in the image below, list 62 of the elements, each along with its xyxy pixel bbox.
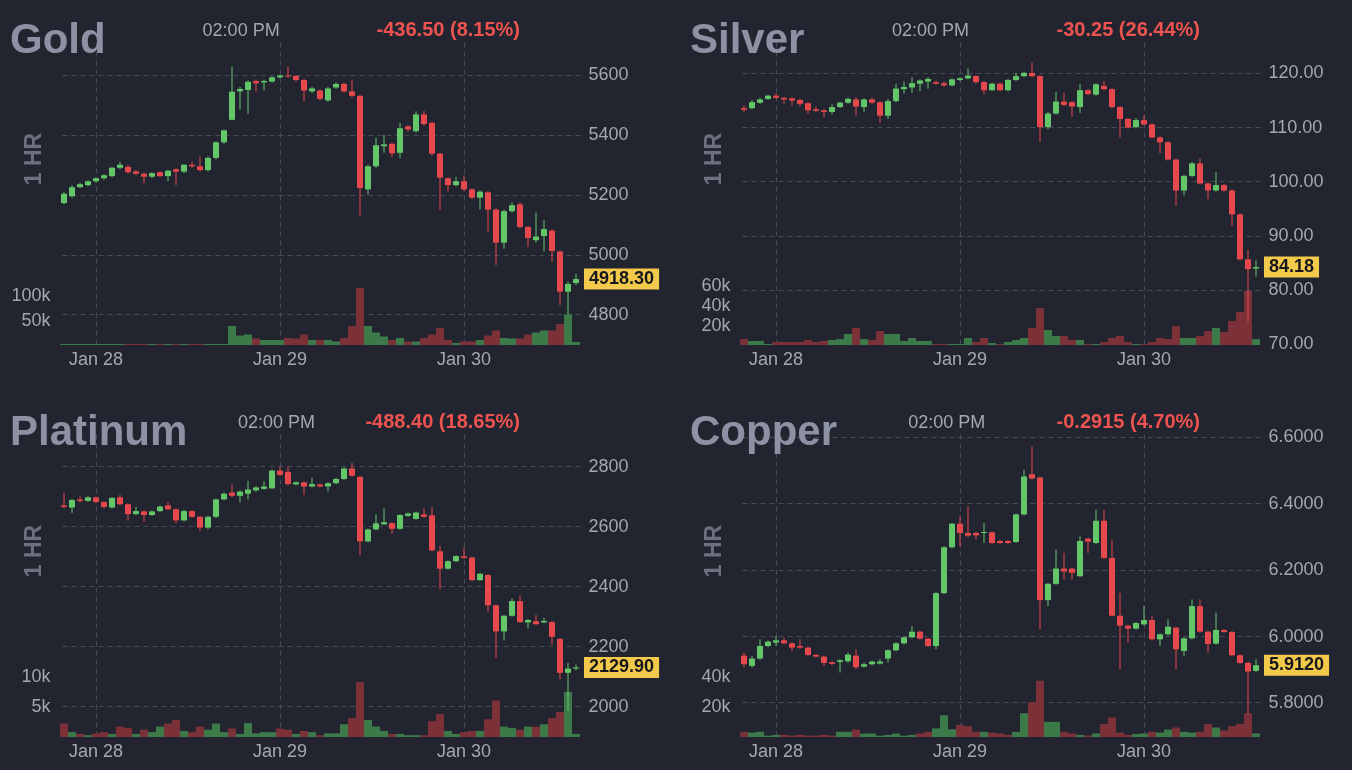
y-tick-label: 70.00 — [1268, 333, 1314, 354]
text: 1 HR — [20, 132, 46, 186]
y-tick-label: 6.2000 — [1268, 559, 1324, 580]
y-tick-label: 2200 — [588, 635, 629, 656]
y-tick-label: 5400 — [588, 124, 629, 145]
y2-tick-label: 20k — [701, 696, 732, 717]
y-tick-label: 90.00 — [1268, 225, 1314, 246]
y-tick-label: 5.8000 — [1268, 691, 1324, 712]
x-tick-label: Jan 28 — [68, 348, 124, 369]
x-tick-label: Jan 30 — [436, 740, 492, 761]
y2-tick-label: 10k — [21, 665, 52, 686]
x-tick-label: Jan 29 — [932, 348, 988, 369]
y-tick-label: 120.00 — [1268, 62, 1324, 83]
y-tick-label: 110.00 — [1268, 116, 1323, 137]
y-tick-label: 5000 — [588, 244, 629, 265]
y-tick-label: 2800 — [588, 455, 629, 476]
text: 1 HR — [700, 132, 726, 186]
y-tick-label: 2600 — [588, 515, 629, 536]
text: 5.9120 — [1269, 654, 1325, 675]
x-tick-label: Jan 30 — [436, 348, 492, 369]
text: 02:00 PM — [908, 411, 986, 432]
y-tick-label: 4800 — [588, 303, 629, 324]
y2-tick-label: 40k — [701, 665, 732, 686]
text: 02:00 PM — [891, 19, 970, 40]
y-tick-label: 6.0000 — [1268, 625, 1324, 646]
y-tick-label: 5200 — [588, 184, 629, 205]
x-tick-label: Jan 28 — [748, 740, 804, 761]
x-tick-label: Jan 29 — [252, 348, 308, 369]
text: 02:00 PM — [202, 19, 280, 40]
y-tick-label: 6.4000 — [1268, 492, 1324, 513]
y-tick-label: 2400 — [588, 575, 629, 596]
text: 84.18 — [1269, 256, 1315, 277]
y2-tick-label: 100k — [11, 284, 52, 305]
text: -488.40 (18.65%) — [365, 410, 520, 432]
text: -30.25 (26.44%) — [1056, 18, 1200, 40]
chart-title: Copper — [690, 407, 837, 454]
text: 1 HR — [20, 524, 46, 578]
y-tick-label: 80.00 — [1268, 279, 1314, 300]
y2-tick-label: 40k — [701, 294, 732, 315]
x-tick-label: Jan 28 — [748, 348, 804, 369]
y-tick-label: 100.00 — [1268, 170, 1324, 191]
y-tick-label: 6.6000 — [1268, 426, 1324, 447]
text: 4918.30 — [589, 268, 655, 289]
chart-title: Platinum — [10, 407, 188, 454]
x-tick-label: Jan 30 — [1116, 348, 1172, 369]
y2-tick-label: 20k — [701, 314, 732, 335]
text: -0.2915 (4.70%) — [1056, 410, 1200, 432]
x-tick-label: Jan 29 — [932, 740, 988, 761]
text: 2129.90 — [589, 656, 655, 677]
text: 1 HR — [700, 524, 726, 578]
y-tick-label: 2000 — [588, 695, 629, 716]
x-tick-label: Jan 28 — [68, 740, 124, 761]
chart-title: Gold — [10, 15, 106, 62]
y2-tick-label: 5k — [31, 696, 52, 717]
chart-title: Silver — [690, 15, 805, 62]
y2-tick-label: 60k — [701, 274, 732, 295]
y2-tick-label: 50k — [21, 309, 52, 330]
x-tick-label: Jan 29 — [252, 740, 308, 761]
x-tick-label: Jan 30 — [1116, 740, 1172, 761]
y-tick-label: 5600 — [588, 64, 629, 85]
text: -436.50 (8.15%) — [376, 18, 520, 40]
text: 02:00 PM — [237, 411, 315, 432]
